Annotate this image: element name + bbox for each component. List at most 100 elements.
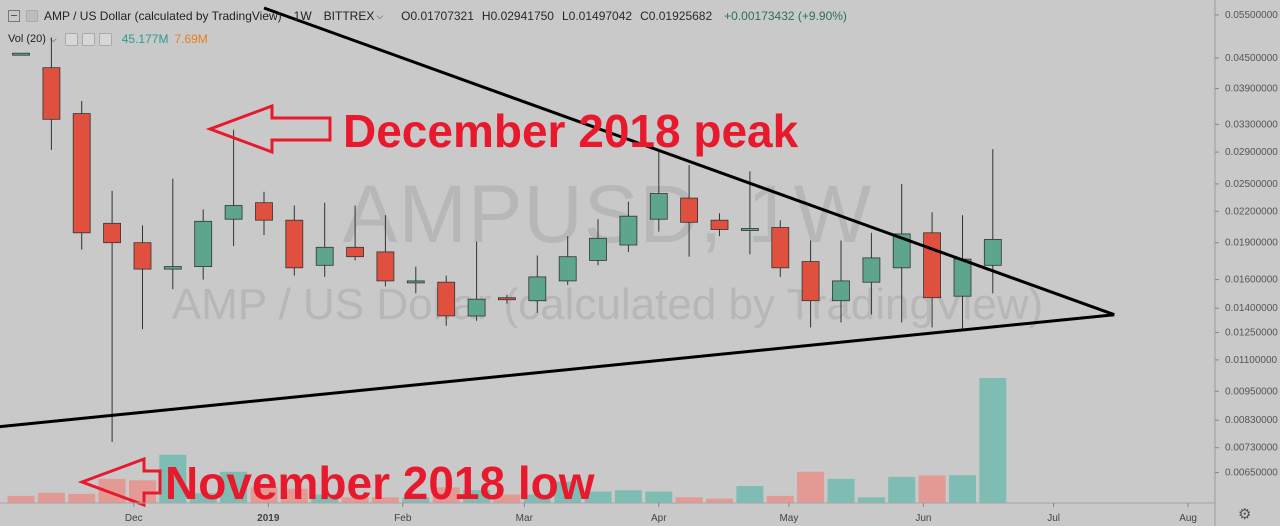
- candle-body-23: [710, 219, 729, 230]
- candle-18[interactable]: [558, 236, 577, 285]
- change-value: +0.00173432 (+9.90%): [724, 9, 847, 23]
- volume-indicator-label[interactable]: Vol (20): [8, 33, 46, 45]
- volume-value: 45.177M: [121, 32, 169, 46]
- candle-body-13: [406, 280, 425, 284]
- candle-29[interactable]: [892, 183, 911, 323]
- candle-body-10: [315, 246, 334, 266]
- volume-layer: [7, 378, 1007, 504]
- lower-trendline[interactable]: [0, 313, 1115, 429]
- price-tick-1: 0.04500000: [1225, 53, 1278, 64]
- candle-26[interactable]: [801, 240, 820, 328]
- candle-body-29: [892, 233, 911, 269]
- volume-bar-24: [736, 486, 764, 503]
- candle-14[interactable]: [437, 275, 456, 326]
- candle-13[interactable]: [406, 266, 425, 294]
- candle-31[interactable]: [953, 215, 972, 331]
- candle-body-0: [12, 52, 30, 56]
- candle-30[interactable]: [923, 212, 941, 328]
- candle-body-26: [801, 261, 820, 302]
- candle-15[interactable]: [467, 241, 486, 321]
- timeframe-label[interactable]: 1W: [293, 9, 312, 23]
- volume-bar-1: [37, 492, 65, 503]
- volume-bar-19: [584, 491, 612, 503]
- candle-9[interactable]: [285, 205, 304, 276]
- candle-body-32: [983, 238, 1002, 266]
- upper-trendline[interactable]: [263, 6, 1115, 317]
- symbol-description[interactable]: AMP / US Dollar (calculated by TradingVi…: [44, 9, 282, 23]
- annotation-arrows: [77, 103, 332, 508]
- collapse-legend-icon[interactable]: [8, 10, 20, 22]
- volume-bar-18: [554, 481, 582, 503]
- time-tick-5: May: [779, 513, 798, 524]
- low-value: 0.01497042: [568, 9, 633, 23]
- candle-body-4: [133, 242, 152, 270]
- candle-24[interactable]: [741, 171, 759, 255]
- candle-11[interactable]: [346, 205, 365, 261]
- candle-2[interactable]: [72, 101, 91, 250]
- volume-bar-17: [523, 494, 551, 503]
- price-tick-11: 0.01100000: [1225, 355, 1278, 366]
- remove-icon[interactable]: [98, 32, 112, 46]
- candle-17[interactable]: [528, 255, 547, 313]
- candle-body-1: [42, 67, 61, 120]
- volume-bar-5: [159, 454, 187, 503]
- volume-bar-10: [311, 494, 339, 503]
- candle-1[interactable]: [42, 37, 61, 150]
- volume-chevron-down-icon[interactable]: ⌵: [49, 33, 57, 44]
- candle-body-8: [255, 202, 273, 221]
- candle-4[interactable]: [133, 225, 152, 330]
- price-tick-4: 0.02900000: [1225, 147, 1278, 158]
- time-tick-7: Jul: [1047, 513, 1060, 524]
- high-label: H: [481, 9, 491, 23]
- candle-25[interactable]: [771, 220, 790, 277]
- candle-body-28: [862, 257, 881, 283]
- candle-23[interactable]: [710, 213, 729, 237]
- candle-27[interactable]: [832, 240, 850, 323]
- candle-6[interactable]: [194, 209, 213, 280]
- close-label: C: [640, 9, 649, 23]
- volume-bar-15: [463, 490, 491, 503]
- volume-bar-22: [675, 497, 703, 503]
- candle-0[interactable]: [12, 52, 30, 56]
- volume-bar-13: [402, 497, 430, 503]
- price-tick-3: 0.03300000: [1225, 119, 1278, 130]
- price-tick-10: 0.01250000: [1225, 328, 1278, 339]
- candle-body-5: [163, 266, 182, 270]
- visibility-icon[interactable]: [64, 32, 78, 46]
- volume-bar-11: [341, 497, 369, 503]
- volume-bar-28: [857, 497, 885, 503]
- candle-body-14: [437, 281, 456, 317]
- time-tick-6: Jun: [915, 513, 931, 524]
- candle-20[interactable]: [619, 201, 638, 252]
- candle-5[interactable]: [163, 178, 182, 290]
- candle-body-30: [923, 232, 941, 299]
- candle-22[interactable]: [680, 165, 698, 257]
- candle-body-6: [194, 220, 213, 268]
- candle-3[interactable]: [103, 190, 121, 442]
- chevron-down-icon[interactable]: ⌵: [376, 10, 384, 21]
- open-value: 0.01707321: [410, 9, 474, 23]
- chart-settings-gear-icon[interactable]: ⚙: [1238, 506, 1252, 523]
- volume-bar-7: [220, 471, 248, 504]
- candle-16[interactable]: [497, 294, 516, 304]
- peak-annotation: December 2018 peak: [343, 105, 799, 157]
- close-value: 0.01925682: [648, 9, 713, 23]
- candle-10[interactable]: [315, 202, 334, 277]
- candle-21[interactable]: [649, 150, 668, 232]
- exchange-label[interactable]: BITTREX: [323, 9, 375, 23]
- price-tick-7: 0.01900000: [1225, 238, 1278, 249]
- candle-12[interactable]: [376, 215, 395, 287]
- volume-bar-9: [280, 488, 308, 503]
- settings-icon[interactable]: [81, 32, 95, 46]
- low-annotation: November 2018 low: [165, 457, 595, 509]
- candle-8[interactable]: [255, 191, 273, 235]
- candle-19[interactable]: [589, 219, 607, 266]
- candle-28[interactable]: [862, 232, 881, 315]
- open-label: O: [401, 9, 411, 23]
- price-tick-8: 0.01600000: [1225, 275, 1278, 286]
- candle-7[interactable]: [224, 129, 243, 247]
- candle-body-2: [72, 113, 91, 234]
- volume-bar-26: [797, 471, 825, 504]
